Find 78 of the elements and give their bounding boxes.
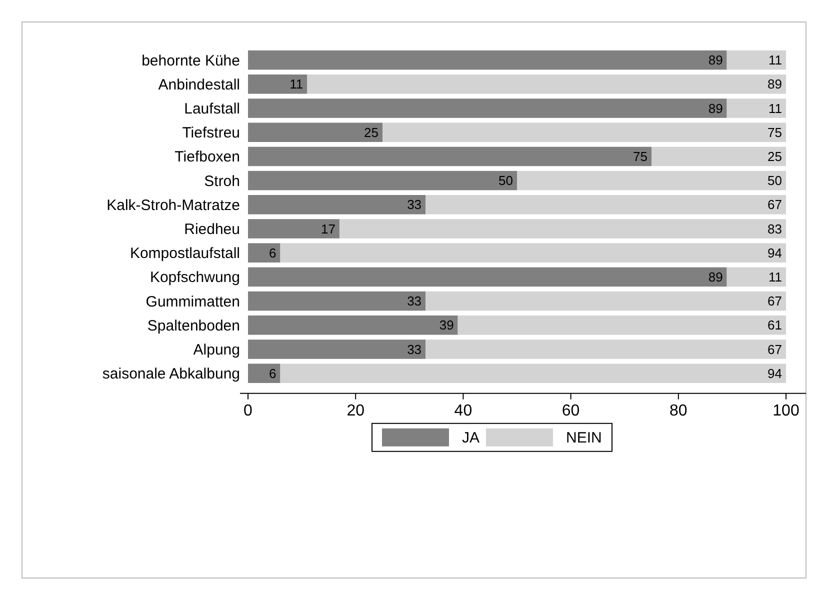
data-label: 11: [290, 76, 304, 92]
bar: [248, 74, 308, 94]
bar: [248, 170, 517, 190]
y-tick-label: Tiefstreu: [182, 124, 240, 142]
bar: [248, 146, 652, 166]
bar: [248, 98, 727, 118]
data-label: 11: [768, 100, 782, 116]
data-label: 89: [708, 100, 723, 116]
y-tick-label: Tiefboxen: [174, 148, 240, 166]
bar: [426, 195, 786, 214]
bar: [280, 364, 786, 383]
data-label: 11: [768, 270, 782, 284]
bar: [458, 316, 786, 335]
x-tick-label: 20: [346, 402, 365, 420]
data-label: 33: [407, 197, 422, 212]
data-label: 61: [768, 318, 782, 333]
bar: [248, 340, 426, 359]
bar: [726, 50, 786, 70]
y-tick-label: Laufstall: [184, 100, 240, 118]
bar: [248, 122, 382, 142]
bar: [517, 170, 786, 190]
data-label: 33: [407, 342, 422, 357]
bar: [726, 98, 786, 118]
data-label: 6: [269, 245, 276, 260]
bar: [248, 195, 426, 214]
bar: [248, 291, 426, 311]
bar: [652, 146, 786, 166]
data-label: 83: [768, 221, 782, 236]
legend-label: NEIN: [566, 430, 602, 447]
data-label: 89: [708, 52, 723, 68]
x-tick-label: 100: [772, 402, 800, 420]
bar: [726, 267, 786, 287]
y-tick-label: Gummimatten: [146, 293, 240, 310]
bar: [248, 50, 727, 70]
x-tick-label: 60: [562, 402, 580, 420]
data-label: 75: [768, 124, 782, 140]
data-label: 33: [407, 294, 422, 309]
y-tick-label: Alpung: [193, 342, 240, 358]
bar: [248, 364, 280, 383]
data-label: 89: [708, 270, 723, 284]
bar: [248, 219, 340, 238]
data-label: 17: [320, 221, 336, 236]
data-label: 67: [768, 197, 782, 212]
data-label: 39: [439, 318, 454, 333]
bar: [426, 340, 786, 359]
data-label: 6: [269, 366, 276, 381]
x-tick-label: 0: [244, 402, 253, 420]
bar: [339, 219, 786, 238]
y-tick-label: Kompostlaufstall: [130, 245, 240, 262]
data-label: 94: [768, 366, 782, 381]
y-tick-label: Spaltenboden: [147, 317, 240, 334]
y-tick-label: saisonale Abkalbung: [102, 366, 240, 383]
bar: [248, 267, 727, 287]
y-tick-label: Kalk-Stroh-Matratze: [106, 196, 240, 214]
y-tick-label: Stroh: [204, 172, 240, 190]
data-label: 25: [364, 124, 378, 140]
data-label: 67: [768, 342, 782, 357]
data-label: 67: [768, 294, 782, 309]
data-label: 94: [768, 245, 782, 260]
bar: [248, 316, 458, 335]
data-label: 75: [633, 149, 648, 164]
bar: [280, 243, 786, 262]
bar: [426, 291, 786, 311]
bar: [307, 74, 786, 94]
y-tick-label: behornte Kühe: [142, 52, 240, 70]
y-tick-label: Kopfschwung: [150, 269, 240, 286]
x-tick-label: 40: [454, 402, 472, 420]
bar: [248, 243, 280, 262]
legend-label: JA: [462, 430, 480, 447]
bar: [382, 122, 786, 142]
data-label: 50: [498, 173, 513, 188]
data-label: 89: [768, 76, 782, 92]
data-label: 11: [768, 52, 782, 68]
data-label: 25: [768, 149, 782, 164]
x-tick-label: 80: [670, 402, 688, 420]
y-tick-label: Anbindestall: [158, 76, 240, 94]
data-label: 50: [768, 173, 782, 188]
y-tick-label: Riedheu: [184, 221, 240, 238]
